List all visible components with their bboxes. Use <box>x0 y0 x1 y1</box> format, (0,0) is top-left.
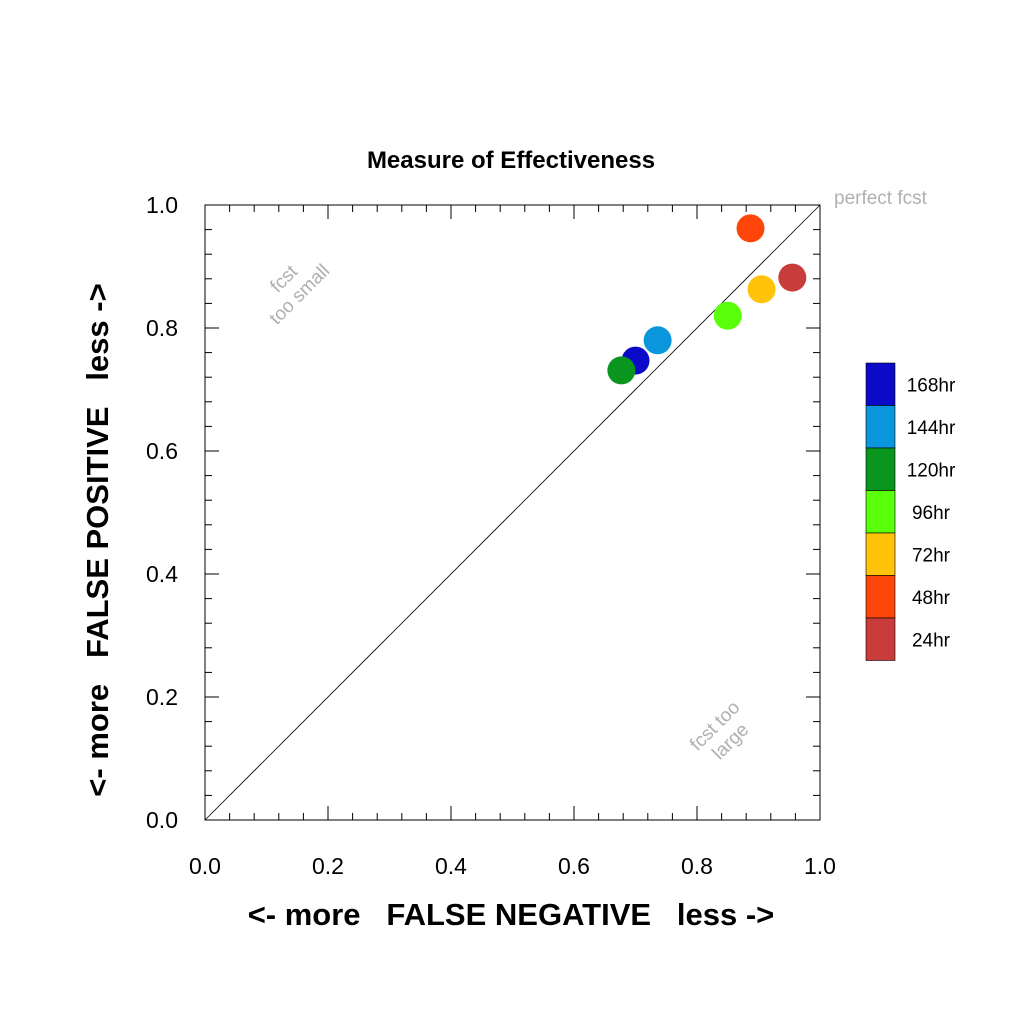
legend-label-168hr: 168hr <box>907 375 956 396</box>
x-tick-label: 0.0 <box>189 853 221 879</box>
legend-swatch-48hr <box>865 575 896 619</box>
y-tick-label: 0.6 <box>146 438 178 464</box>
y-tick-label: 0.0 <box>146 807 178 833</box>
y-axis-title: <- more FALSE POSITIVE less -> <box>80 283 115 796</box>
data-point-24hr <box>778 263 807 292</box>
legend-swatch-168hr <box>865 362 896 406</box>
annotation-too-small-line2: too small <box>266 261 335 330</box>
x-tick-label: 1.0 <box>804 853 836 879</box>
legend-swatch-96hr <box>865 490 896 534</box>
legend-swatch-120hr <box>865 447 896 491</box>
plot-frame <box>204 204 821 821</box>
data-point-120hr <box>607 356 636 385</box>
y-tick-label: 0.4 <box>146 561 178 587</box>
legend-label-72hr: 72hr <box>912 545 951 566</box>
x-tick-label: 0.2 <box>312 853 344 879</box>
chart-title: Measure of Effectiveness <box>367 147 655 174</box>
data-point-48hr <box>736 214 765 243</box>
legend-label-24hr: 24hr <box>912 630 951 651</box>
legend-label-96hr: 96hr <box>912 503 951 524</box>
y-tick-label: 0.8 <box>146 315 178 341</box>
x-axis-title: <- more FALSE NEGATIVE less -> <box>248 897 775 932</box>
legend-label-120hr: 120hr <box>907 460 956 481</box>
data-point-96hr <box>713 301 742 330</box>
x-tick-label: 0.8 <box>681 853 713 879</box>
x-tick-label: 0.6 <box>558 853 590 879</box>
data-points <box>607 214 807 385</box>
annotation-perfect-fcst: perfect fcst <box>834 188 928 209</box>
legend-swatch-144hr <box>865 405 896 449</box>
legend: 168hr 144hr 120hr 96hr 72hr 48hr 24hr <box>865 362 956 661</box>
legend-label-48hr: 48hr <box>912 588 951 609</box>
x-tick-label: 0.4 <box>435 853 467 879</box>
y-tick-label: 1.0 <box>146 192 178 218</box>
y-tick-label: 0.2 <box>146 684 178 710</box>
axis-ticks: 0.0 0.2 0.4 0.6 0.8 1.0 0.0 0.2 0.4 0.6 0.8 1.0 <box>146 192 836 879</box>
data-point-72hr <box>747 275 776 304</box>
legend-label-144hr: 144hr <box>907 418 956 439</box>
legend-swatch-24hr <box>865 617 896 661</box>
legend-swatch-72hr <box>865 532 896 576</box>
data-point-144hr <box>643 326 672 355</box>
